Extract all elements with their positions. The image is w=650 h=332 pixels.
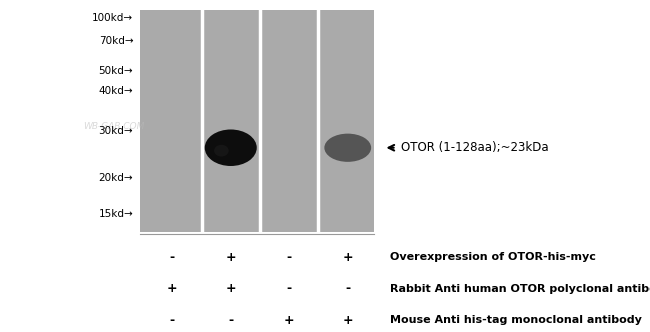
Text: Mouse Anti his-tag monoclonal antibody: Mouse Anti his-tag monoclonal antibody bbox=[390, 315, 642, 325]
Text: WB-GAB.COM: WB-GAB.COM bbox=[83, 122, 144, 131]
Text: +: + bbox=[343, 314, 353, 327]
Text: 100kd→: 100kd→ bbox=[92, 13, 133, 23]
Text: +: + bbox=[226, 282, 236, 295]
Text: 15kd→: 15kd→ bbox=[99, 209, 133, 219]
Text: 30kd→: 30kd→ bbox=[99, 126, 133, 136]
Text: -: - bbox=[170, 314, 175, 327]
Text: 50kd→: 50kd→ bbox=[99, 66, 133, 76]
Text: +: + bbox=[284, 314, 294, 327]
Ellipse shape bbox=[205, 129, 257, 166]
Text: Overexpression of OTOR-his-myc: Overexpression of OTOR-his-myc bbox=[390, 252, 596, 262]
Text: -: - bbox=[170, 251, 175, 264]
Text: -: - bbox=[345, 282, 350, 295]
Ellipse shape bbox=[324, 133, 371, 162]
Text: 40kd→: 40kd→ bbox=[99, 86, 133, 96]
Bar bbox=[140, 10, 374, 232]
Text: 20kd→: 20kd→ bbox=[99, 173, 133, 183]
Text: OTOR (1-128aa);~23kDa: OTOR (1-128aa);~23kDa bbox=[401, 141, 549, 154]
Text: -: - bbox=[287, 251, 292, 264]
Text: -: - bbox=[287, 282, 292, 295]
Text: Rabbit Anti human OTOR polyclonal antibody: Rabbit Anti human OTOR polyclonal antibo… bbox=[390, 284, 650, 294]
Text: +: + bbox=[167, 282, 177, 295]
Text: +: + bbox=[343, 251, 353, 264]
Text: 70kd→: 70kd→ bbox=[99, 37, 133, 46]
Text: +: + bbox=[226, 251, 236, 264]
Text: -: - bbox=[228, 314, 233, 327]
Ellipse shape bbox=[214, 145, 229, 156]
